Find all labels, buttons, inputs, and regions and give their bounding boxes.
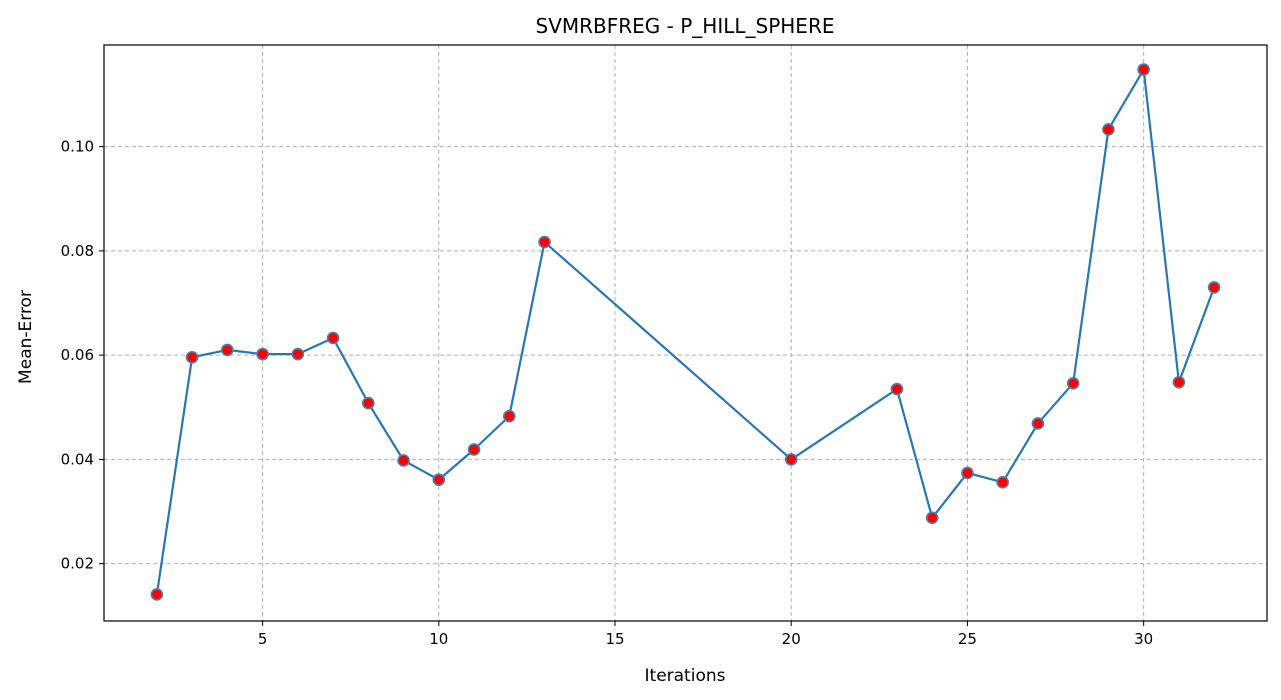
- data-point-marker: [784, 453, 798, 466]
- data-point-marker: [185, 350, 199, 364]
- data-point-marker: [150, 588, 164, 601]
- data-point-marker: [291, 347, 305, 361]
- y-tick-label: 0.10: [61, 138, 94, 156]
- data-point-marker: [1031, 417, 1045, 430]
- x-tick-label: 30: [1134, 630, 1153, 648]
- y-tick-label: 0.08: [61, 242, 94, 260]
- y-axis-label: Mean-Error: [16, 290, 36, 384]
- data-point-marker: [1137, 63, 1150, 76]
- x-tick-label: 10: [429, 630, 448, 648]
- data-point-marker: [925, 511, 939, 525]
- data-point-marker: [397, 454, 410, 467]
- data-point-marker: [1066, 377, 1080, 390]
- data-point-marker: [538, 235, 551, 249]
- data-point-marker: [1207, 281, 1221, 294]
- data-point-marker: [996, 476, 1009, 489]
- data-point-marker: [432, 473, 446, 487]
- series-line: [155, 68, 1216, 595]
- data-point-marker: [362, 396, 375, 410]
- data-point-marker: [467, 443, 481, 456]
- axis-ticks: 5 10 15 20 25 30 0.02 0.04 0.06 0.08 0.10: [61, 138, 1154, 648]
- plot-area-frame: [103, 44, 1268, 622]
- x-axis-label: Iterations: [645, 666, 726, 686]
- series-layer: [150, 63, 1221, 601]
- y-tick-label: 0.04: [61, 450, 94, 468]
- data-point-marker: [502, 409, 516, 423]
- data-point-marker: [961, 466, 974, 480]
- data-point-marker: [221, 343, 234, 357]
- grid: [104, 45, 1267, 621]
- x-tick-label: 5: [258, 630, 268, 648]
- data-point-marker: [326, 331, 340, 345]
- y-tick-label: 0.06: [61, 346, 94, 364]
- x-tick-label: 15: [605, 630, 624, 648]
- x-tick-label: 25: [958, 630, 977, 648]
- data-point-marker: [1172, 375, 1186, 389]
- y-tick-label: 0.02: [61, 555, 94, 573]
- data-point-marker: [890, 382, 904, 396]
- data-point-marker: [256, 347, 269, 361]
- x-tick-label: 20: [782, 630, 801, 648]
- chart-title: SVMRBFREG - P_HILL_SPHERE: [536, 14, 835, 38]
- data-point-marker: [1102, 123, 1115, 136]
